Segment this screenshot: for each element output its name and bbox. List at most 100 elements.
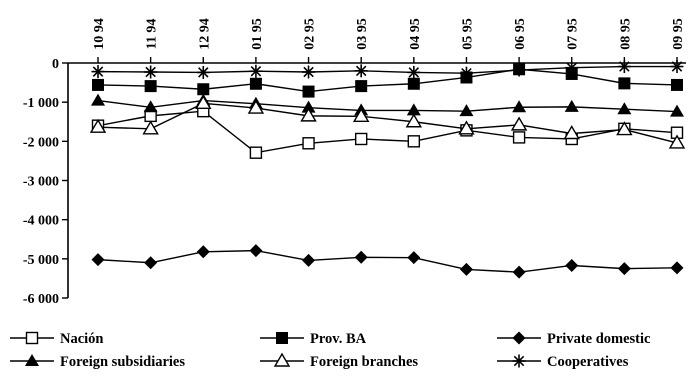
data-point [512, 131, 526, 144]
y-tick-label: -3 000 [23, 175, 59, 190]
data-point [407, 77, 420, 90]
data-point [273, 352, 291, 367]
data-point [512, 331, 526, 345]
marker-triangle-filled [25, 354, 39, 366]
data-point [406, 103, 421, 116]
marker-diamond [512, 265, 526, 279]
data-point [565, 61, 579, 75]
marker-diamond [354, 250, 368, 264]
data-point [197, 83, 210, 96]
data-point [564, 99, 579, 112]
data-point [144, 80, 157, 93]
legend-item: Private domestic [497, 331, 651, 347]
legend-item: Foreign branches [260, 352, 418, 370]
series-cooperatives [91, 60, 684, 80]
y-tick-label: -2 000 [23, 135, 59, 150]
marker-diamond [617, 262, 631, 276]
legend-label: Cooperatives [547, 354, 629, 370]
data-point [563, 125, 580, 140]
series-foreign-branches [89, 94, 686, 149]
marker-square-open [407, 135, 421, 148]
legend: Nación Prov. BA Private domestic Foreign su… [10, 331, 651, 370]
marker-square-filled [302, 85, 315, 98]
data-point [458, 120, 475, 135]
data-point [196, 65, 210, 79]
data-point [459, 104, 474, 117]
x-tick-label: 06 95 [513, 18, 528, 50]
x-tick-label: 07 95 [566, 18, 581, 50]
marker-asterisk-stroke [145, 66, 156, 78]
data-point [92, 78, 104, 91]
legend-label: Foreign subsidiaries [60, 354, 185, 370]
axes-layer: 0 -1 000 -2 000 -3 000 -4 000 -5 000 -6 000 10 … [23, 18, 686, 307]
data-point [512, 63, 526, 77]
series-private-domestic [91, 244, 684, 279]
data-point [671, 78, 683, 91]
x-tick-label: 11 94 [145, 19, 160, 50]
marker-square-filled [407, 77, 420, 90]
data-point [302, 253, 316, 267]
marker-asterisk-stroke [198, 67, 209, 78]
marker-diamond [670, 261, 684, 275]
data-point [565, 258, 579, 272]
data-point [616, 121, 633, 136]
data-point [512, 354, 526, 368]
data-point [91, 65, 105, 79]
data-point [617, 102, 632, 115]
marker-asterisk-stroke [671, 61, 683, 72]
data-point [302, 65, 316, 79]
x-tick-label: 04 95 [408, 18, 423, 50]
x-tick-label: 12 94 [197, 18, 212, 50]
x-tick-label: 09 95 [671, 18, 686, 50]
marker-asterisk-stroke [461, 67, 472, 79]
marker-asterisk-stroke [408, 67, 420, 78]
data-point [407, 65, 421, 79]
marker-triangle-filled [143, 100, 158, 113]
marker-diamond [144, 256, 158, 270]
data-point [91, 253, 105, 267]
x-tick-label: 01 95 [250, 18, 265, 50]
data-point [276, 332, 288, 344]
marker-square-open [249, 146, 263, 159]
marker-triangle-open [668, 134, 686, 149]
data-point [407, 251, 421, 265]
data-point [670, 104, 684, 117]
data-point [512, 100, 527, 113]
legend-item: Cooperatives [497, 354, 629, 370]
data-point [670, 261, 684, 275]
marker-asterisk-stroke [303, 66, 314, 78]
data-point [249, 244, 263, 258]
data-point [668, 134, 686, 149]
y-tick-label: -1 000 [23, 96, 59, 111]
legend-item: Nación [10, 331, 104, 347]
marker-diamond [91, 253, 105, 267]
marker-square-open [354, 132, 368, 146]
x-tick-label: 03 95 [355, 18, 370, 50]
marker-triangle-open [563, 125, 580, 140]
legend-label: Nación [60, 331, 104, 347]
data-point [354, 64, 368, 78]
marker-triangle-open [273, 352, 291, 367]
series-line [97, 110, 678, 154]
marker-square-filled [249, 77, 262, 90]
series-prov-ba [92, 63, 683, 98]
marker-diamond [407, 251, 421, 265]
marker-diamond [302, 253, 316, 267]
data-point [354, 132, 368, 146]
y-tick-label: -5 000 [23, 253, 59, 268]
marker-square-open [512, 131, 526, 144]
y-tick-label: 0 [52, 57, 59, 72]
data-point [143, 100, 158, 113]
marker-triangle-open [352, 107, 370, 122]
x-tick-label: 02 95 [303, 18, 318, 50]
marker-triangle-open [405, 113, 423, 128]
series-line [97, 102, 678, 144]
marker-square-open [302, 137, 315, 150]
marker-square-filled [355, 80, 368, 93]
data-point [144, 65, 158, 79]
marker-asterisk-stroke [513, 64, 525, 76]
data-point [144, 256, 158, 270]
marker-diamond [249, 244, 263, 258]
